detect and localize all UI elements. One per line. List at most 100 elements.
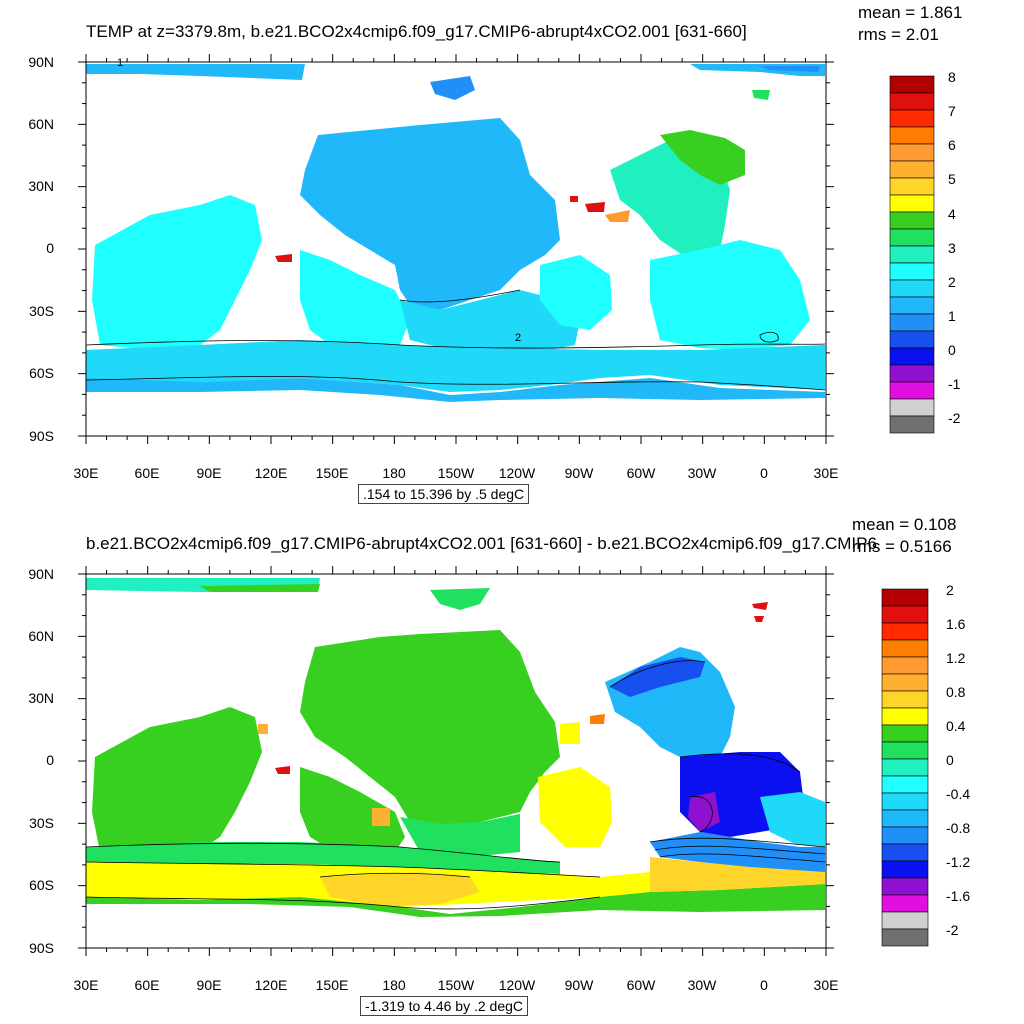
- colorbar-label: 2: [946, 582, 954, 598]
- y-tick-label: 90S: [29, 940, 54, 956]
- colorbar-segment: [881, 860, 929, 879]
- colorbar-segment: [881, 911, 929, 930]
- field-region-subtropic-yellow: [560, 722, 580, 744]
- colorbar-segment: [889, 177, 935, 196]
- colorbar-label: 0.8: [946, 684, 966, 700]
- colorbar-segment: [881, 639, 929, 658]
- x-tick-label: 120W: [498, 465, 536, 481]
- colorbar-label: 1: [948, 308, 956, 324]
- field-region-cold-gradient: [650, 832, 825, 872]
- colorbar-segment: [889, 160, 935, 179]
- y-tick-label: 30S: [29, 303, 54, 319]
- tick-marks: [78, 566, 834, 956]
- rms-value: rms = 0.5166: [852, 537, 952, 556]
- field-region-antarctic-margin: [86, 884, 825, 917]
- field-region-southern-warmer: [320, 872, 480, 907]
- colorbar-segment: [889, 126, 935, 145]
- y-tick-label: 60S: [29, 877, 54, 893]
- field-region-cold-center: [688, 792, 720, 832]
- x-tick-label: 30E: [813, 977, 839, 993]
- ocean-field-temperature: [86, 64, 825, 402]
- field-region-arctic-deep: [760, 66, 820, 72]
- colorbar-segment: [889, 313, 935, 332]
- field-region-arctic-band: [200, 584, 320, 592]
- field-region-arctic-spot: [430, 588, 490, 610]
- x-tick-label: 30E: [813, 465, 839, 481]
- x-tick-label: 90E: [196, 465, 222, 481]
- colorbar-segment: [889, 279, 935, 298]
- x-tick-label: 180: [382, 465, 406, 481]
- field-region-east-atlantic: [760, 792, 825, 847]
- colorbar-segment: [881, 792, 929, 811]
- contour-lines-temperature: [85, 289, 826, 391]
- y-tick-label: 60S: [29, 365, 54, 381]
- field-region-pacific: [300, 630, 560, 827]
- colorbar-label: 0: [948, 342, 956, 358]
- colorbar-segment: [889, 347, 935, 366]
- colorbar-label: 1.2: [946, 650, 966, 666]
- y-tick-label: 60N: [28, 628, 54, 644]
- colorbar: [881, 588, 929, 947]
- x-tick-label: 120E: [254, 977, 288, 993]
- field-region-indian: [92, 707, 262, 854]
- x-tick-label: 150W: [437, 977, 475, 993]
- x-tick-label: 30W: [687, 465, 717, 481]
- field-region-south-atlantic: [650, 240, 810, 350]
- colorbar: [889, 75, 935, 434]
- colorbar-label: 4: [948, 206, 956, 222]
- colorbar-segment: [889, 415, 935, 434]
- x-tick-label: 30W: [687, 977, 717, 993]
- map-plot-temperature: [78, 54, 935, 444]
- colorbar-label: -1: [948, 376, 961, 392]
- field-region-warm-spot-1: [275, 254, 292, 262]
- colorbar-label: 6: [948, 137, 956, 153]
- colorbar-label: 3: [948, 240, 956, 256]
- colorbar-segment: [889, 381, 935, 400]
- chart-title: TEMP at z=3379.8m, b.e21.BCO2x4cmip6.f09…: [86, 22, 747, 41]
- colorbar-segment: [881, 690, 929, 709]
- colorbar-segment: [889, 262, 935, 281]
- field-region-arctic: [86, 64, 305, 80]
- y-tick-label: 90N: [28, 566, 54, 582]
- x-tick-label: 60W: [626, 977, 656, 993]
- colorbar-segment: [889, 143, 935, 162]
- mean-value: mean = 1.861: [858, 3, 963, 22]
- x-tick-label: 60W: [626, 465, 656, 481]
- colorbar-segment: [889, 92, 935, 111]
- mean-value: mean = 0.108: [852, 515, 957, 534]
- field-region-labrador: [610, 657, 705, 697]
- colorbar-label: -0.4: [946, 786, 971, 802]
- x-tick-label: 90E: [196, 977, 222, 993]
- colorbar-segment: [889, 330, 935, 349]
- y-tick-label: 0: [46, 752, 54, 768]
- colorbar-label: 0.4: [946, 718, 966, 734]
- field-region-southeast-pacific: [400, 290, 580, 352]
- colorbar-segment: [881, 622, 929, 641]
- colorbar-segment: [889, 228, 935, 247]
- field-region-warm-spot-1: [275, 766, 290, 774]
- y-tick-label: 30N: [28, 690, 54, 706]
- contour-lines-difference: [85, 660, 826, 910]
- colorbar-segment: [881, 843, 929, 862]
- y-tick-label: 30N: [28, 178, 54, 194]
- field-region-nordic-spot-2: [754, 616, 764, 622]
- field-region-warm-spot-3: [258, 724, 268, 734]
- colorbar-label: -0.8: [946, 820, 971, 836]
- colorbar-segment: [889, 296, 935, 315]
- field-region-warm-spot-4: [570, 196, 578, 202]
- x-tick-label: 30E: [73, 465, 99, 481]
- colorbar-segment: [881, 928, 929, 947]
- x-tick-label: 120W: [498, 977, 536, 993]
- field-region-south-pacific: [300, 767, 405, 857]
- colorbar-segment: [881, 894, 929, 913]
- y-tick-label: 90S: [29, 428, 54, 444]
- colorbar-segment: [889, 364, 935, 383]
- rms-value: rms = 2.01: [858, 25, 939, 44]
- ocean-field-difference: [86, 578, 825, 917]
- contour-label: 1: [117, 57, 124, 69]
- colorbar-label: 1.6: [946, 616, 966, 632]
- chart-title: b.e21.BCO2x4cmip6.f09_g17.CMIP6-abrupt4x…: [86, 534, 877, 553]
- colorbar-label: -1.6: [946, 888, 971, 904]
- colorbar-label: -2: [946, 922, 959, 938]
- x-tick-label: 180: [382, 977, 406, 993]
